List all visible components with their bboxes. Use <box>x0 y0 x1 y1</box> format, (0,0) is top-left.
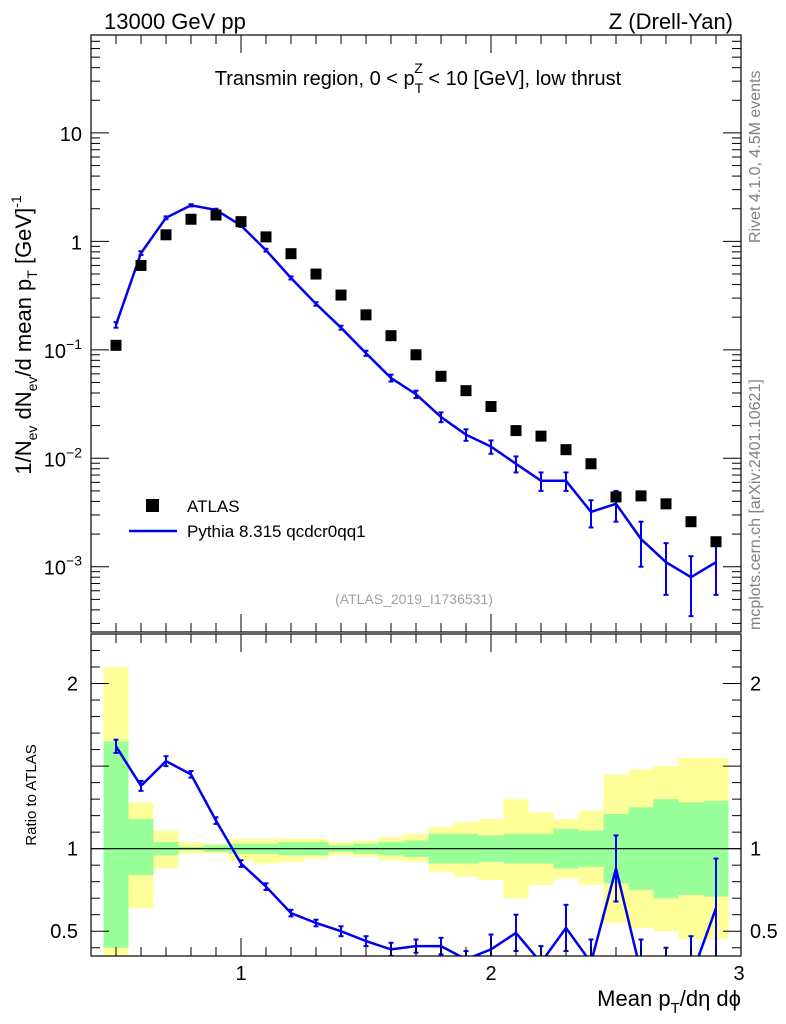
ratio-y-tick-label-right: 1 <box>750 839 761 861</box>
atlas-data-point <box>335 289 347 301</box>
x-tick-label: 3 <box>733 963 744 985</box>
x-tick-label: 2 <box>485 963 496 985</box>
atlas-data-point <box>285 248 297 260</box>
legend-atlas-label: ATLAS <box>187 497 240 516</box>
ratio-y-axis-label: Ratio to ATLAS <box>23 744 40 845</box>
atlas-data-point <box>685 516 697 528</box>
atlas-data-point <box>260 231 272 243</box>
ratio-panel: 0.5 0.5 1 1 2 2 1 2 3 Ratio to ATLAS Mean pT/dη … <box>23 633 778 1017</box>
atlas-data-point <box>535 430 547 442</box>
main-y-axis-label: 1/Nev dNev/d mean pT [GeV]-1 <box>8 195 40 475</box>
main-y-tick-label: 1 <box>71 232 82 254</box>
atlas-data-point <box>635 490 647 502</box>
ratio-y-tick-label-right: 2 <box>750 674 761 696</box>
main-y-tick-label: 10 <box>60 124 82 146</box>
legend-atlas-marker <box>146 499 159 512</box>
main-title: Transmin region, 0 < pTZ < 10 [GeV], low… <box>215 60 622 96</box>
atlas-data-point <box>510 425 522 437</box>
atlas-data-point <box>385 330 397 342</box>
atlas-data-point <box>435 370 447 382</box>
ratio-y-tick-label-left: 1 <box>67 839 78 861</box>
atlas-data-point <box>660 498 672 510</box>
atlas-data-point <box>310 268 322 280</box>
atlas-data-point <box>585 458 597 470</box>
ratio-stat-uncertainty-band <box>128 818 154 876</box>
collision-energy-label: 13000 GeV pp <box>104 9 246 34</box>
atlas-data-point <box>185 213 197 225</box>
process-label: Z (Drell-Yan) <box>609 9 733 34</box>
rivet-version-label: Rivet 4.1.0, 4.5M events <box>747 70 764 243</box>
atlas-data-point <box>460 385 472 397</box>
ratio-y-tick-label-right: 0.5 <box>750 921 778 943</box>
main-y-tick-label: 10−1 <box>44 336 82 363</box>
atlas-data-point <box>360 309 372 321</box>
atlas-data-point <box>410 349 422 361</box>
legend: ATLAS Pythia 8.315 qcdcr0qq1 <box>129 497 366 541</box>
x-tick-label: 1 <box>235 963 246 985</box>
ratio-y-tick-label-left: 0.5 <box>50 921 78 943</box>
atlas-data-point <box>160 229 172 241</box>
atlas-data-point <box>210 209 222 221</box>
atlas-data-point <box>235 216 247 228</box>
atlas-data-point <box>610 491 622 503</box>
atlas-data-point <box>560 444 572 456</box>
analysis-reference-label: (ATLAS_2019_I1736531) <box>335 591 493 607</box>
x-axis-label: Mean pT/dη dϕ <box>597 986 741 1017</box>
atlas-data-point <box>135 259 147 271</box>
main-y-tick-label: 10−2 <box>44 444 82 471</box>
main-y-tick-label: 10−3 <box>44 553 82 580</box>
ratio-y-tick-label-left: 2 <box>67 674 78 696</box>
ratio-stat-uncertainty-band <box>103 741 129 948</box>
atlas-data-point <box>110 339 122 351</box>
atlas-data-point <box>485 401 497 413</box>
mcplots-reference-label: mcplots.cern.ch [arXiv:2401.10621] <box>747 379 764 630</box>
main-panel: 10 1 10−1 10−2 10−3 Transmin region, 0 < pTZ… <box>8 34 742 633</box>
legend-pythia-label: Pythia 8.315 qcdcr0qq1 <box>187 522 366 541</box>
atlas-data-point <box>710 536 722 548</box>
